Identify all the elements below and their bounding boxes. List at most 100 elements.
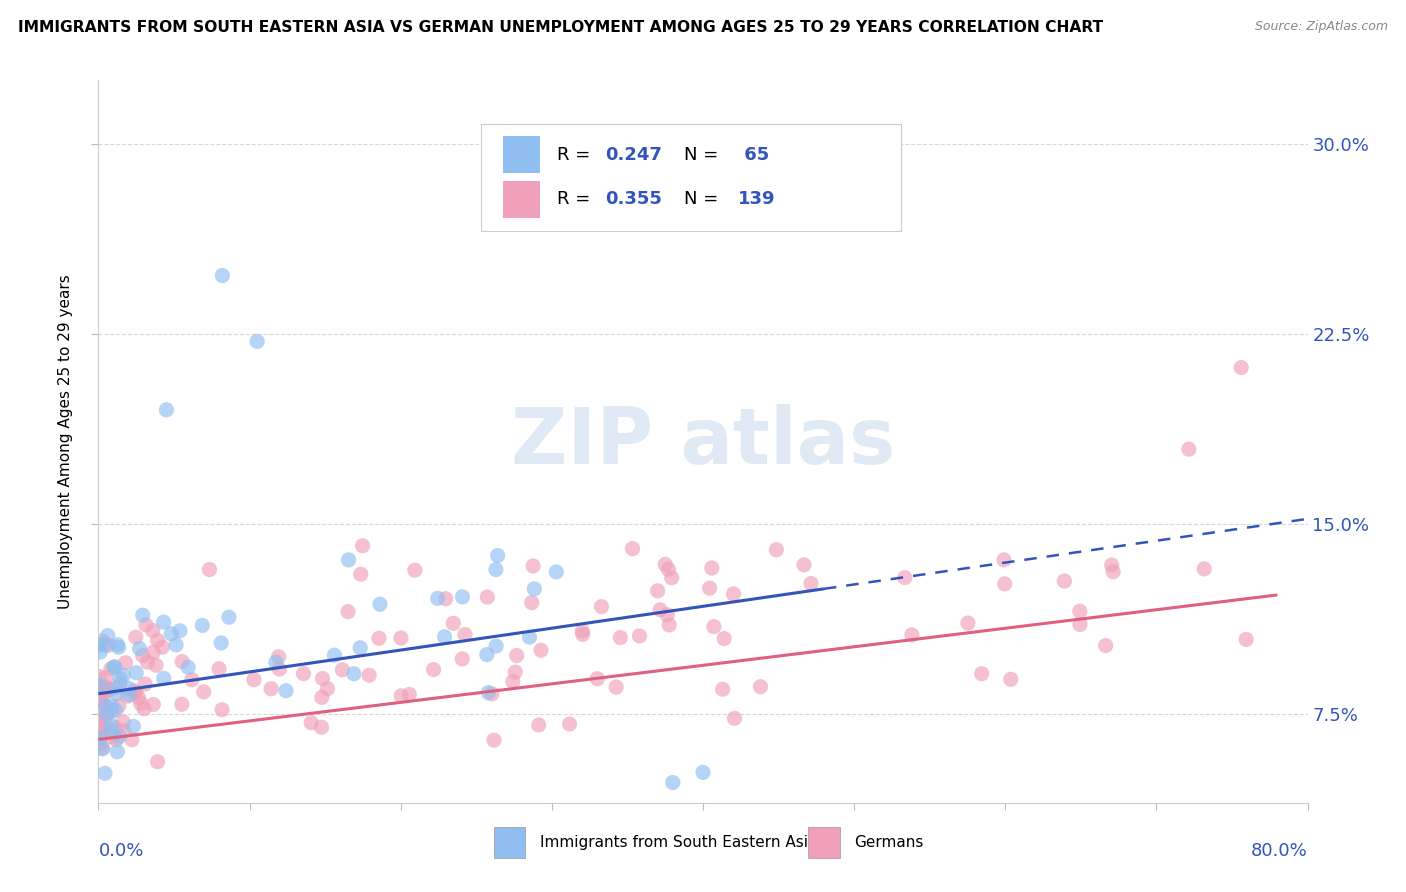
Point [426, 591, 449, 606]
Point [170, 697, 193, 711]
Point [112, 668, 135, 682]
Point [131, 648, 153, 663]
Point [1102, 565, 1125, 579]
Point [94, 707, 117, 722]
Point [142, 624, 165, 638]
Point [1069, 604, 1091, 618]
Point [97, 638, 120, 652]
Point [93, 724, 115, 739]
Point [485, 639, 508, 653]
Point [108, 672, 131, 686]
Text: 139: 139 [738, 191, 776, 209]
Point [1101, 558, 1123, 572]
Point [970, 666, 993, 681]
Point [337, 553, 360, 567]
Point [191, 618, 214, 632]
Point [723, 587, 745, 601]
Point [89, 689, 111, 703]
Point [267, 649, 290, 664]
Point [481, 687, 503, 701]
Point [269, 662, 291, 676]
Point [558, 717, 581, 731]
Point [91, 741, 114, 756]
Point [422, 663, 444, 677]
Point [359, 668, 381, 682]
FancyBboxPatch shape [481, 124, 901, 231]
Point [172, 655, 194, 669]
Point [89, 695, 111, 709]
Point [114, 656, 136, 670]
Point [153, 671, 176, 685]
Point [132, 702, 155, 716]
Bar [503, 181, 540, 219]
Point [349, 640, 371, 655]
Point [125, 685, 148, 699]
Point [264, 655, 287, 669]
Point [104, 721, 127, 735]
Point [502, 674, 524, 689]
Point [128, 641, 150, 656]
Point [193, 685, 215, 699]
Point [89, 670, 111, 684]
Point [647, 583, 669, 598]
Point [713, 632, 735, 646]
Point [107, 699, 129, 714]
Text: R =: R = [557, 145, 596, 164]
Point [105, 732, 128, 747]
Point [145, 658, 167, 673]
Point [152, 615, 174, 629]
Point [94, 699, 117, 714]
Point [571, 624, 593, 638]
Point [609, 631, 631, 645]
Point [112, 723, 135, 738]
Point [97, 629, 120, 643]
Point [93, 638, 115, 652]
Y-axis label: Unemployment Among Ages 25 to 29 years: Unemployment Among Ages 25 to 29 years [58, 274, 73, 609]
Point [475, 648, 498, 662]
Point [146, 633, 169, 648]
Point [477, 685, 499, 699]
Point [89, 702, 111, 716]
Point [96, 708, 118, 723]
Point [749, 680, 772, 694]
Point [108, 730, 131, 744]
Point [793, 558, 815, 572]
Point [89, 714, 111, 728]
Point [699, 581, 721, 595]
Text: 65: 65 [738, 145, 769, 164]
Point [100, 718, 122, 732]
Point [89, 722, 111, 736]
Point [132, 608, 155, 623]
Text: 80.0%: 80.0% [1251, 842, 1308, 860]
Point [105, 681, 128, 695]
Point [994, 577, 1017, 591]
Point [89, 685, 111, 699]
Point [97, 682, 120, 697]
Point [311, 672, 333, 686]
Point [169, 624, 191, 638]
Point [621, 541, 644, 556]
Point [451, 590, 474, 604]
Point [1178, 442, 1201, 457]
Text: Source: ZipAtlas.com: Source: ZipAtlas.com [1254, 20, 1388, 33]
Point [692, 765, 714, 780]
Point [658, 618, 681, 632]
Point [350, 567, 373, 582]
Point [165, 638, 187, 652]
Point [800, 576, 823, 591]
Point [94, 681, 117, 695]
Bar [808, 827, 839, 858]
Point [1194, 562, 1216, 576]
Point [311, 690, 333, 705]
Point [100, 698, 122, 713]
Point [274, 683, 297, 698]
Point [125, 630, 148, 644]
Point [571, 627, 593, 641]
Point [91, 634, 114, 648]
Point [368, 632, 391, 646]
Point [527, 718, 550, 732]
Point [91, 689, 114, 703]
Text: 0.355: 0.355 [605, 191, 662, 209]
Point [100, 723, 122, 738]
Text: IMMIGRANTS FROM SOUTH EASTERN ASIA VS GERMAN UNEMPLOYMENT AMONG AGES 25 TO 29 YE: IMMIGRANTS FROM SOUTH EASTERN ASIA VS GE… [18, 20, 1104, 35]
